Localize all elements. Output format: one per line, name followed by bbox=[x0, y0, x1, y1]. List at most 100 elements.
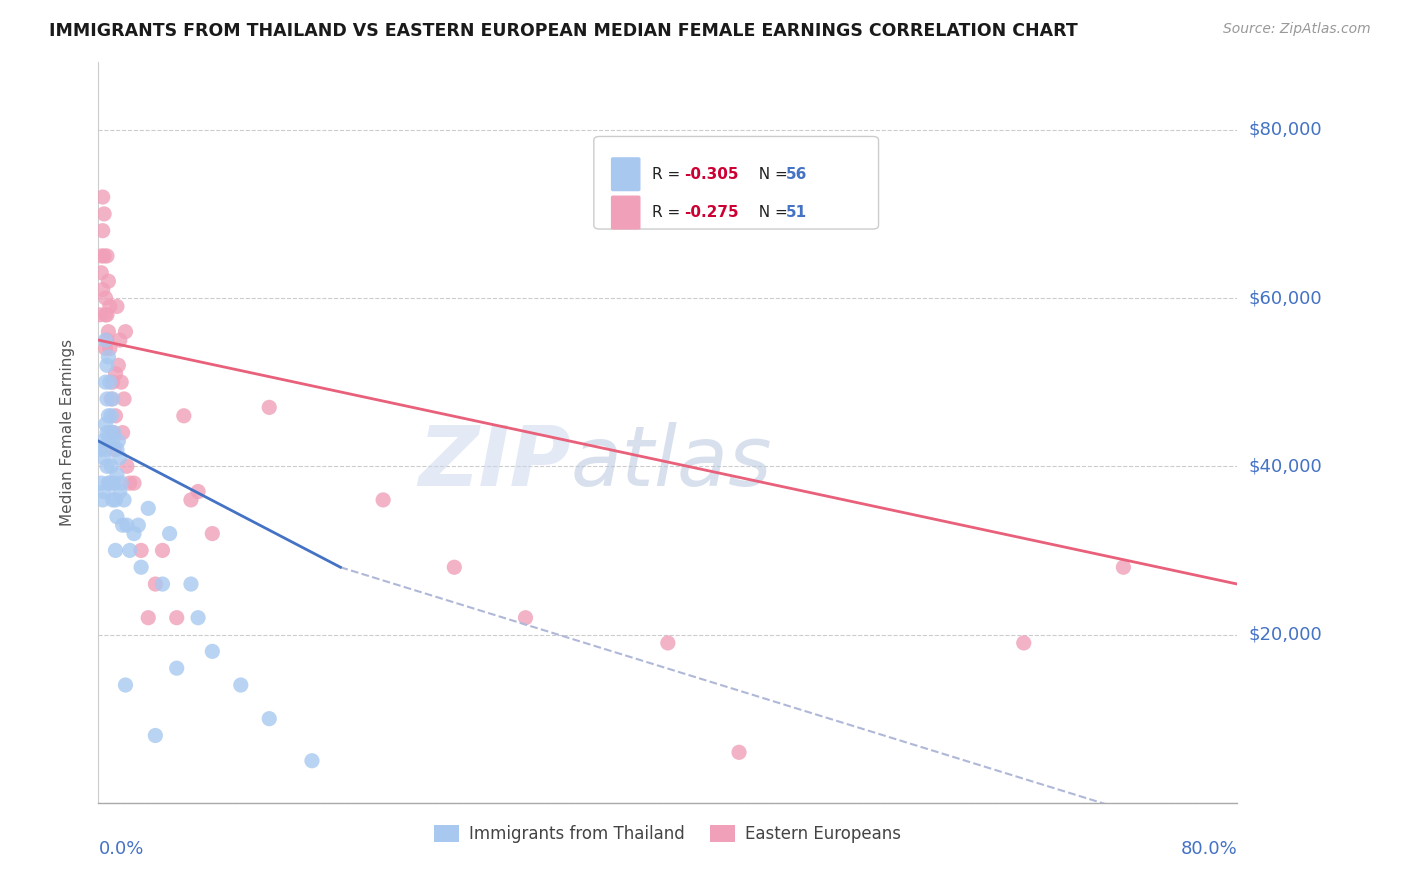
Point bbox=[97, 409, 120, 423]
Point bbox=[93, 450, 115, 465]
Point bbox=[127, 518, 149, 533]
Point bbox=[105, 509, 128, 524]
Point bbox=[114, 678, 136, 692]
Point bbox=[129, 543, 152, 558]
Point bbox=[94, 442, 117, 457]
Point bbox=[93, 484, 115, 499]
Point bbox=[443, 560, 465, 574]
Point bbox=[110, 476, 132, 491]
Point bbox=[96, 392, 118, 406]
Point bbox=[97, 325, 120, 339]
Text: $80,000: $80,000 bbox=[1249, 120, 1322, 139]
Point bbox=[108, 450, 131, 465]
Text: $60,000: $60,000 bbox=[1249, 289, 1322, 307]
Point bbox=[94, 417, 117, 432]
Point bbox=[101, 425, 124, 440]
Point bbox=[166, 661, 188, 675]
Point bbox=[101, 375, 124, 389]
Point bbox=[180, 577, 202, 591]
Point bbox=[105, 300, 128, 314]
Point bbox=[110, 375, 132, 389]
Point bbox=[94, 375, 117, 389]
Point bbox=[91, 434, 114, 448]
Point bbox=[145, 577, 167, 591]
Text: ZIP: ZIP bbox=[419, 422, 571, 503]
Point bbox=[93, 249, 115, 263]
Point bbox=[118, 543, 141, 558]
Point bbox=[94, 308, 117, 322]
FancyBboxPatch shape bbox=[593, 136, 879, 229]
FancyBboxPatch shape bbox=[612, 195, 641, 229]
Point bbox=[105, 442, 128, 457]
Point bbox=[93, 207, 115, 221]
Text: R =: R = bbox=[652, 205, 685, 220]
Point bbox=[98, 375, 121, 389]
Point bbox=[111, 518, 134, 533]
Y-axis label: Median Female Earnings: Median Female Earnings bbox=[60, 339, 75, 526]
Point bbox=[129, 560, 152, 574]
Point bbox=[97, 274, 120, 288]
Point bbox=[96, 333, 118, 347]
Point bbox=[91, 224, 114, 238]
Point bbox=[89, 442, 111, 457]
Text: R =: R = bbox=[652, 167, 685, 182]
Text: atlas: atlas bbox=[571, 422, 773, 503]
Point bbox=[90, 266, 112, 280]
Point bbox=[115, 459, 138, 474]
Point bbox=[118, 476, 141, 491]
Point bbox=[90, 249, 112, 263]
Text: $40,000: $40,000 bbox=[1249, 458, 1322, 475]
Text: IMMIGRANTS FROM THAILAND VS EASTERN EUROPEAN MEDIAN FEMALE EARNINGS CORRELATION : IMMIGRANTS FROM THAILAND VS EASTERN EURO… bbox=[49, 22, 1078, 40]
Point bbox=[100, 409, 122, 423]
FancyBboxPatch shape bbox=[612, 157, 641, 191]
Point bbox=[145, 729, 167, 743]
Point bbox=[159, 526, 181, 541]
Point bbox=[90, 476, 112, 491]
Point bbox=[98, 342, 121, 356]
Point bbox=[1112, 560, 1135, 574]
Point bbox=[108, 333, 131, 347]
Point bbox=[136, 501, 159, 516]
Point bbox=[104, 543, 127, 558]
Point bbox=[97, 350, 120, 364]
Point bbox=[94, 291, 117, 305]
Point bbox=[1012, 636, 1035, 650]
Point bbox=[107, 434, 129, 448]
Point bbox=[103, 425, 125, 440]
Point bbox=[112, 392, 135, 406]
Point bbox=[152, 577, 174, 591]
Point bbox=[115, 518, 138, 533]
Point bbox=[201, 644, 224, 658]
Point bbox=[89, 308, 111, 322]
Point bbox=[104, 367, 127, 381]
Point bbox=[105, 467, 128, 482]
Point bbox=[201, 526, 224, 541]
Point bbox=[104, 409, 127, 423]
Point bbox=[229, 678, 252, 692]
Text: 51: 51 bbox=[786, 205, 807, 220]
Point bbox=[136, 610, 159, 624]
Point bbox=[728, 745, 751, 759]
Point bbox=[97, 476, 120, 491]
Point bbox=[173, 409, 195, 423]
Point bbox=[107, 359, 129, 373]
Text: 56: 56 bbox=[786, 167, 807, 182]
Point bbox=[187, 484, 209, 499]
Text: 0.0%: 0.0% bbox=[98, 840, 143, 858]
Point bbox=[94, 342, 117, 356]
Point bbox=[104, 492, 127, 507]
Text: -0.275: -0.275 bbox=[683, 205, 738, 220]
Point bbox=[180, 492, 202, 507]
Point bbox=[97, 434, 120, 448]
Point bbox=[100, 459, 122, 474]
Point bbox=[166, 610, 188, 624]
Point bbox=[101, 392, 124, 406]
Point bbox=[98, 425, 121, 440]
Point bbox=[96, 308, 118, 322]
Point bbox=[259, 712, 281, 726]
Point bbox=[103, 476, 125, 491]
Point bbox=[373, 492, 395, 507]
Point bbox=[112, 492, 135, 507]
Point bbox=[91, 283, 114, 297]
Point bbox=[515, 610, 537, 624]
